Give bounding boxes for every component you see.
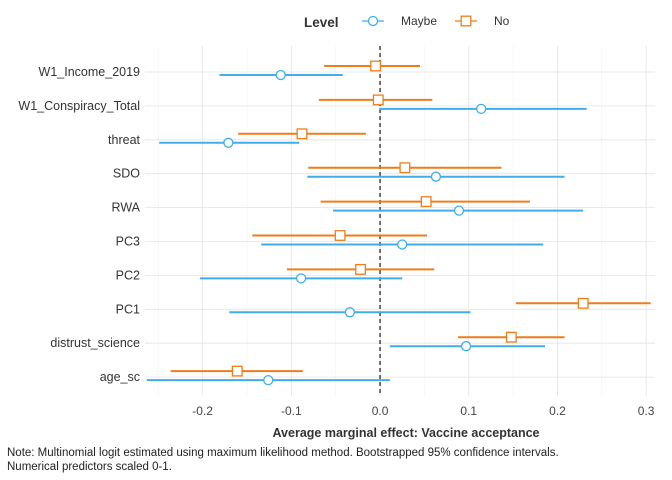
note-line-1: Note: Multinomial logit estimated using …	[7, 447, 559, 459]
point-estimate	[296, 128, 308, 140]
category-label: PC3	[116, 235, 140, 249]
point-estimate	[420, 196, 432, 208]
category-label: PC2	[116, 268, 140, 282]
category-label: PC1	[116, 302, 140, 316]
point-estimate	[334, 230, 346, 241]
point-estimate	[370, 60, 382, 72]
chart-note: Note: Multinomial logit estimated using …	[7, 446, 647, 474]
legend-label: No	[494, 14, 510, 28]
category-label: W1_Conspiracy_Total	[18, 99, 140, 113]
series-maybe	[146, 69, 587, 386]
x-tick-label: 0.0	[372, 404, 389, 418]
x-tick-label: -0.2	[192, 404, 213, 418]
point-estimate	[399, 162, 411, 174]
x-tick-label: 0.3	[638, 404, 655, 418]
point-estimate	[430, 171, 442, 182]
category-label: RWA	[112, 201, 141, 215]
point-estimate	[223, 137, 234, 148]
category-label: SDO	[113, 167, 140, 181]
series-no	[170, 60, 651, 377]
point-estimate	[505, 331, 517, 343]
point-estimate	[577, 297, 589, 309]
category-label: W1_Income_2019	[39, 65, 141, 79]
point-estimate	[372, 94, 384, 106]
category-label: threat	[108, 133, 140, 147]
legend-key-marker	[367, 15, 379, 27]
legend-item-maybe: Maybe	[362, 14, 437, 28]
point-estimate	[453, 205, 465, 216]
point-estimate	[295, 273, 307, 284]
x-axis-title: Average marginal effect: Vaccine accepta…	[272, 426, 539, 440]
point-estimate	[460, 341, 472, 352]
point-estimate	[476, 103, 487, 115]
x-tick-label: 0.2	[549, 404, 566, 418]
point-estimate	[275, 69, 286, 81]
legend-key-marker	[460, 15, 472, 27]
x-tick-label: -0.1	[281, 404, 302, 418]
legend-items: Maybe No	[362, 14, 510, 28]
point-estimate	[344, 307, 356, 318]
point-estimate	[355, 263, 366, 275]
point-estimate	[397, 239, 408, 250]
point-estimate	[231, 365, 243, 377]
point-estimate	[263, 374, 274, 386]
grid-layer	[145, 46, 655, 396]
legend-title: Level	[304, 15, 339, 30]
legend: Level Maybe No	[304, 14, 510, 30]
legend-item-no: No	[455, 14, 510, 28]
category-label: age_sc	[100, 370, 140, 384]
x-tick-label: 0.1	[460, 404, 477, 418]
note-line-2: Numerical predictors scaled 0-1.	[7, 461, 172, 473]
category-label: distrust_science	[50, 336, 140, 350]
legend-label: Maybe	[401, 14, 437, 28]
x-tick-labels: -0.2 -0.1 0.0 0.1 0.2 0.3	[192, 404, 654, 418]
series-layer	[146, 60, 651, 386]
